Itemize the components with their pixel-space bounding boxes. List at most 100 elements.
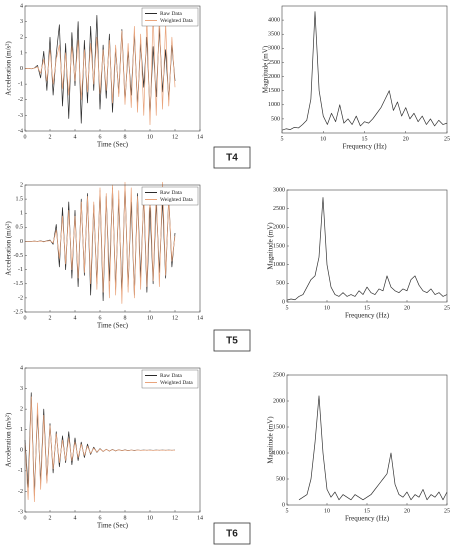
axes-frame <box>286 189 448 303</box>
y-tick-label: 1500 <box>273 243 285 249</box>
y-tick-label: -1 <box>18 267 23 273</box>
y-axis-label: Acceleration (m/s²) <box>5 412 13 467</box>
y-tick-label: 2 <box>20 35 23 41</box>
x-tick-label: 20 <box>404 305 410 311</box>
x-axis-label: Time (Sec) <box>97 141 129 149</box>
x-tick-label: 2 <box>49 315 52 321</box>
plot-area <box>282 6 447 133</box>
panel-label: T6 <box>226 529 238 540</box>
x-tick-label: 10 <box>147 515 153 521</box>
chart: 500 1000 1500 2000 2500 3000 3500 4000 5 10 15 20 25… <box>262 5 450 151</box>
plot-area <box>287 375 447 505</box>
series-line <box>24 396 176 503</box>
x-tick-label: 4 <box>74 515 77 521</box>
x-tick-label: 15 <box>364 305 370 311</box>
x-tick-label: 8 <box>124 515 127 521</box>
y-tick-label: 4 <box>20 3 23 9</box>
y-tick-label: -3 <box>18 509 23 515</box>
y-tick-label: -1.5 <box>14 281 24 287</box>
x-axis-label: Frequency (Hz) <box>345 312 390 320</box>
y-tick-label: 1000 <box>268 102 280 108</box>
spectrum-line <box>298 395 448 501</box>
x-tick-label: 14 <box>197 515 203 521</box>
x-tick-label: 10 <box>324 305 330 311</box>
y-tick-label: 2500 <box>273 206 285 212</box>
y-tick-label: 1 <box>20 427 23 433</box>
series-line <box>24 13 176 126</box>
x-tick-label: 14 <box>197 315 203 321</box>
y-tick-label: 500 <box>271 116 280 122</box>
label-frame <box>213 329 251 352</box>
y-tick-label: -0.5 <box>14 253 24 259</box>
y-tick-label: -2 <box>18 97 23 103</box>
axes-frame <box>24 184 201 313</box>
x-tick-label: 8 <box>124 315 127 321</box>
x-tick-label: 8 <box>124 134 127 140</box>
chart: -2.5 -2 -1.5 -1 -0.5 0 0.5 1 1.5 2 0 2 4 6 8 10 12 14 Time… <box>5 181 203 330</box>
x-tick-label: 15 <box>364 508 370 514</box>
legend-box <box>141 7 199 27</box>
x-axis-label: Time (Sec) <box>97 322 129 330</box>
y-tick-label: 1 <box>20 211 23 217</box>
x-tick-label: 25 <box>444 305 450 311</box>
label-frame <box>213 522 251 545</box>
y-axis-label: Magnitude (mV) <box>267 416 275 464</box>
legend-label: Raw Data <box>160 11 182 17</box>
y-tick-label: 2000 <box>268 74 280 80</box>
y-tick-label: 3000 <box>273 187 285 193</box>
y-tick-label: 0 <box>20 239 23 245</box>
y-tick-label: 4 <box>20 365 23 371</box>
legend-box <box>141 369 199 389</box>
chart: 0 500 1000 1500 2000 2500 3000 5 10 15 20 25 Frequen… <box>267 187 450 319</box>
x-tick-label: 15 <box>362 136 368 142</box>
x-tick-label: 12 <box>172 315 178 321</box>
x-tick-label: 10 <box>147 134 153 140</box>
x-tick-label: 2 <box>49 515 52 521</box>
panel-label-box: T4 <box>213 146 251 169</box>
y-tick-label: 2500 <box>268 60 280 66</box>
y-tick-label: 1000 <box>273 262 285 268</box>
x-tick-label: 0 <box>24 134 27 140</box>
y-tick-label: 0.5 <box>16 225 24 231</box>
spectrum-line <box>286 197 448 301</box>
label-frame <box>213 146 251 169</box>
x-tick-label: 12 <box>172 515 178 521</box>
x-tick-label: 5 <box>286 508 289 514</box>
x-tick-label: 5 <box>286 305 289 311</box>
legend-label: Raw Data <box>160 190 182 196</box>
y-tick-label: 500 <box>276 476 285 482</box>
y-tick-label: 2000 <box>273 398 285 404</box>
x-tick-label: 25 <box>444 508 450 514</box>
x-tick-label: 10 <box>320 136 326 142</box>
x-axis-label: Frequency (Hz) <box>342 143 387 151</box>
x-tick-label: 6 <box>99 134 102 140</box>
y-tick-label: 2500 <box>273 372 285 378</box>
axes-frame <box>24 5 201 132</box>
y-tick-label: 0 <box>282 299 285 305</box>
plot-area <box>25 368 200 512</box>
x-tick-label: 10 <box>147 315 153 321</box>
x-axis-label: Time (Sec) <box>97 522 129 530</box>
axes-frame <box>286 374 448 506</box>
x-axis-label: Frequency (Hz) <box>345 515 390 523</box>
x-tick-label: 4 <box>74 134 77 140</box>
y-axis-label: Acceleration (m/s²) <box>5 41 13 96</box>
x-tick-label: 14 <box>197 134 203 140</box>
x-tick-label: 6 <box>99 315 102 321</box>
y-tick-label: 1000 <box>273 450 285 456</box>
x-tick-label: 20 <box>403 136 409 142</box>
y-tick-label: 4000 <box>268 17 280 23</box>
x-tick-label: 0 <box>24 515 27 521</box>
x-tick-label: 12 <box>172 134 178 140</box>
chart: 0 500 1000 1500 2000 2500 5 10 15 20 25 Frequency (… <box>267 372 450 522</box>
x-tick-label: 6 <box>99 515 102 521</box>
y-tick-label: 1500 <box>273 424 285 430</box>
panel-label-box: T6 <box>213 522 251 545</box>
